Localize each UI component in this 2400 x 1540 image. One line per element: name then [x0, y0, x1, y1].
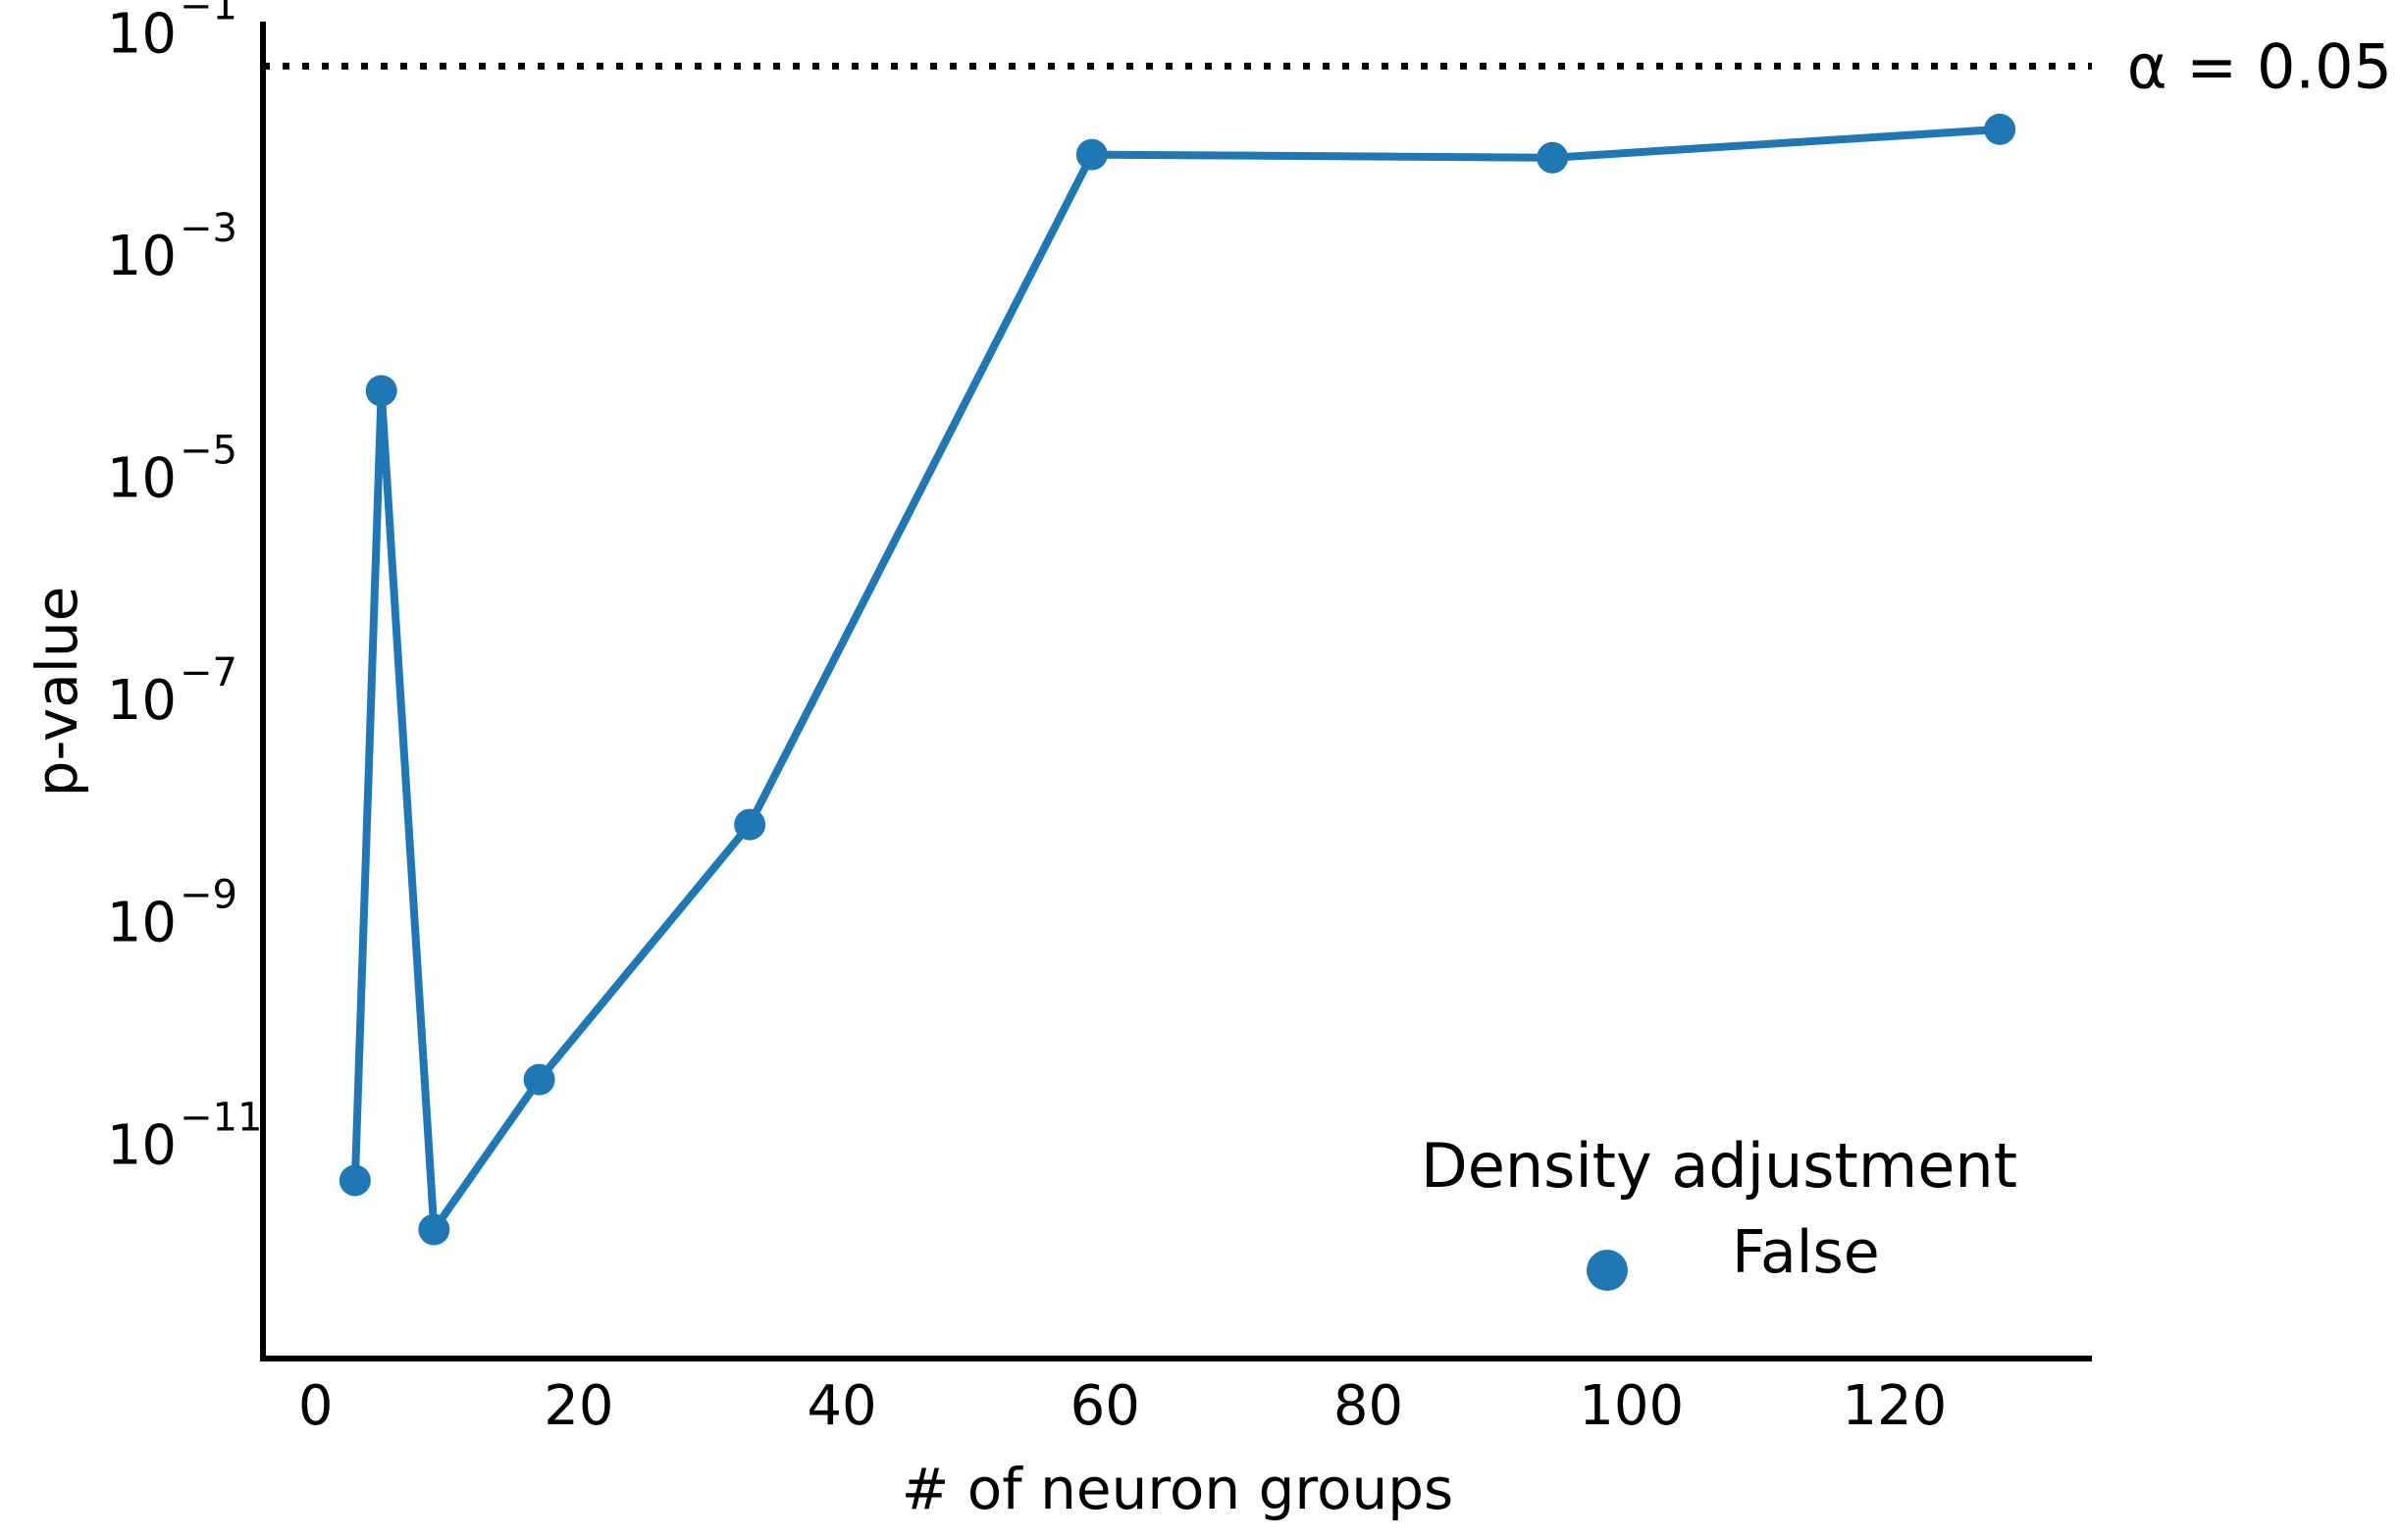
y-tick-label: 10 −5	[107, 429, 237, 511]
y-tick-base: 10	[107, 2, 177, 66]
legend-marker	[1587, 1250, 1628, 1291]
x-tick-label: 60	[1070, 1374, 1140, 1438]
axes	[260, 22, 2092, 1361]
axis-labels: # of neuron groups p-value	[24, 587, 1453, 1522]
data-point	[523, 1063, 555, 1096]
data-point	[734, 808, 766, 841]
legend-entry-label: False	[1732, 1218, 1880, 1287]
y-tick-label: 10 −7	[107, 650, 237, 733]
y-tick-base: 10	[107, 225, 177, 288]
series-group	[339, 113, 2016, 1246]
legend: Density adjustment False	[1421, 1130, 2017, 1291]
y-tick-label: 10 −1	[107, 0, 237, 66]
y-tick-exponent: −9	[180, 873, 237, 918]
y-tick-label: 10 −11	[107, 1095, 263, 1177]
x-axis-label: # of neuron groups	[902, 1456, 1454, 1522]
y-tick-label: 10 −3	[107, 206, 237, 288]
y-tick-exponent: −1	[180, 0, 237, 28]
data-point	[339, 1164, 371, 1197]
y-tick-base: 10	[107, 892, 177, 955]
data-point	[1984, 113, 2016, 145]
data-point	[1075, 138, 1108, 171]
y-axis-label: p-value	[24, 587, 90, 797]
x-tick-label: 40	[807, 1374, 876, 1438]
y-tick-base: 10	[107, 1113, 177, 1177]
x-tick-label: 20	[544, 1374, 613, 1438]
y-tick-base: 10	[107, 447, 177, 511]
reference-line-label: α = 0.05	[2127, 30, 2392, 102]
y-tick-exponent: −3	[180, 206, 237, 251]
series-line	[350, 125, 2001, 1234]
y-tick-exponent: −11	[180, 1095, 262, 1140]
data-point	[365, 375, 397, 407]
data-point	[418, 1213, 450, 1246]
x-tick-label: 0	[298, 1374, 334, 1438]
legend-title: Density adjustment	[1421, 1130, 2017, 1202]
y-tick-base: 10	[107, 669, 177, 733]
y-tick-label: 10 −9	[107, 873, 237, 955]
x-tick-label: 120	[1842, 1374, 1947, 1438]
y-tick-exponent: −5	[180, 429, 237, 474]
data-point	[1537, 141, 1569, 174]
reference-line-group: α = 0.05	[263, 30, 2392, 102]
x-tick-label: 100	[1579, 1374, 1684, 1438]
y-tick-exponent: −7	[180, 650, 237, 695]
x-tick-label: 80	[1333, 1374, 1403, 1438]
